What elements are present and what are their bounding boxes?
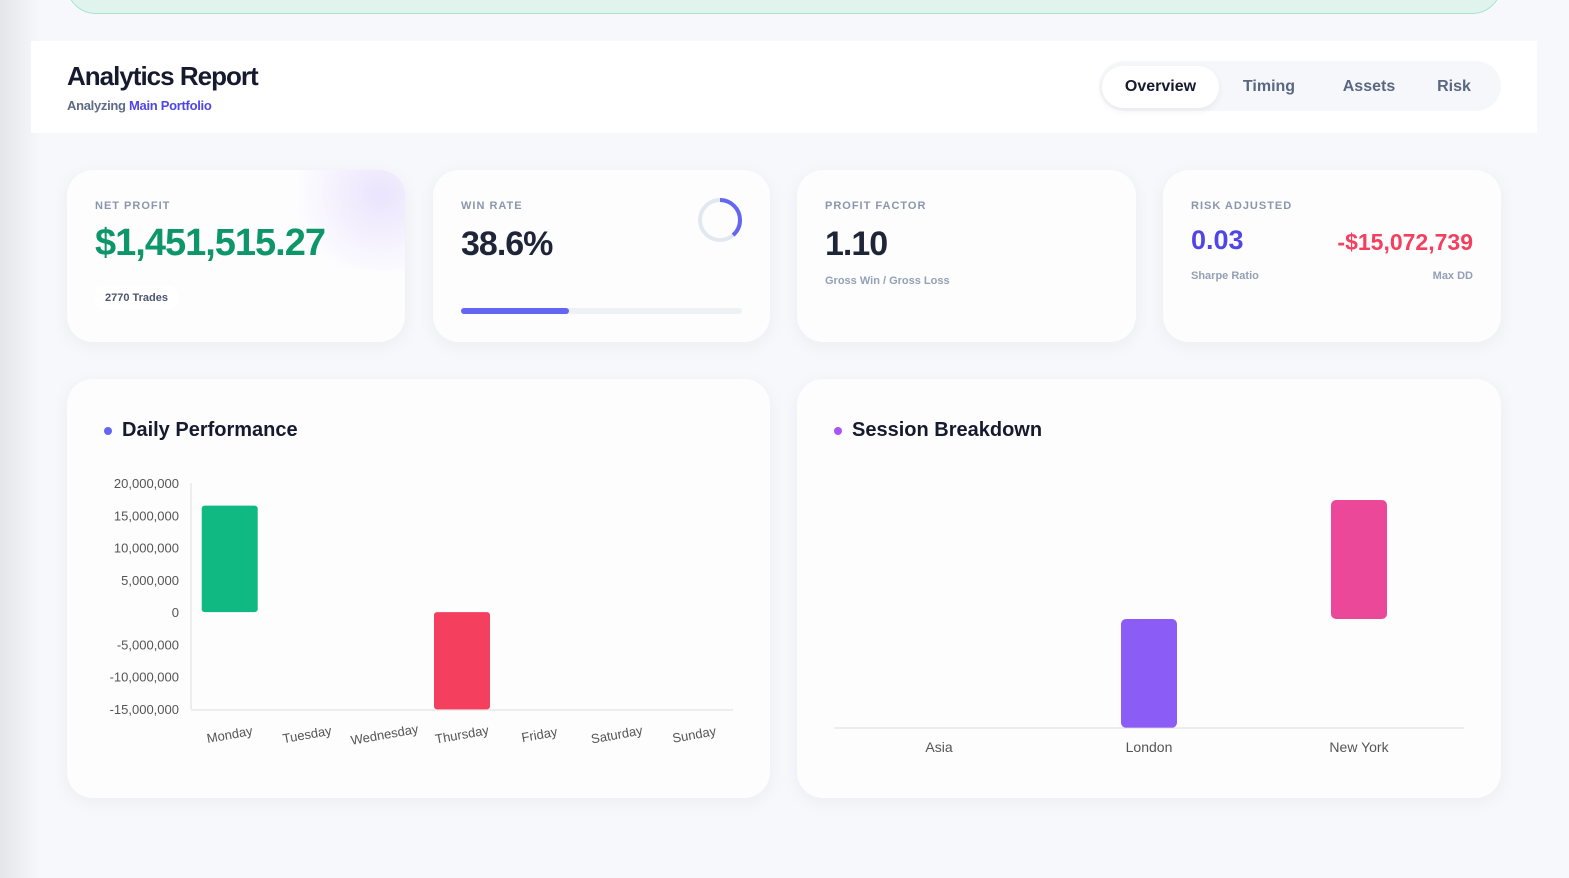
x-tick-label: Friday [520,724,559,745]
page-title: Analytics Report [67,61,259,91]
risk-label: RISK ADJUSTED [1191,200,1293,212]
y-tick-label: -15,000,000 [110,702,179,717]
tab-assets[interactable]: Assets [1342,78,1396,95]
daily-performance-chart: 20,000,000 15,000,000 10,000,000 5,000,000 0… [110,476,733,748]
win-rate-label: WIN RATE [461,200,523,212]
title-dot [834,427,842,435]
win-rate-value: 38.6% [461,225,553,263]
tab-bar: Overview Timing Assets Risk [1099,61,1501,111]
session-breakdown-card: Session Breakdown Asia London New York [797,379,1501,798]
win-rate-progress [461,308,742,314]
x-tick-label: Monday [206,723,255,746]
sharpe-value: 0.03 [1191,225,1244,255]
profit-factor-card: PROFIT FACTOR 1.10 Gross Win / Gross Los… [797,170,1136,342]
y-tick-label: -10,000,000 [110,670,179,685]
x-tick-label: London [1126,739,1173,755]
daily-performance-card: Daily Performance 20,000,000 15,000,000 10… [67,379,770,798]
profit-factor-value: 1.10 [825,225,888,263]
sharpe-label: Sharpe Ratio [1191,270,1259,282]
daily-performance-title: Daily Performance [122,419,298,441]
x-tick-label: Thursday [434,722,490,746]
net-profit-value: $1,451,515.27 [95,222,326,264]
x-tick-label: Sunday [671,723,718,746]
net-profit-card: NET PROFIT $1,451,515.27 2770 Trades [67,170,405,342]
session-breakdown-chart: Asia London New York [834,500,1464,755]
risk-card: RISK ADJUSTED 0.03 -$15,072,739 Sharpe R… [1163,170,1501,342]
profit-factor-label: PROFIT FACTOR [825,200,927,212]
bar-new-york [1331,500,1387,619]
tab-overview[interactable]: Overview [1102,66,1219,108]
max-dd-value: -$15,072,739 [1337,229,1473,255]
x-tick-label: Tuesday [281,723,333,746]
bar-monday [201,505,258,613]
tab-risk[interactable]: Risk [1437,78,1471,95]
left-shade [0,0,40,878]
top-banner [66,0,1502,14]
win-rate-card: WIN RATE 38.6% [433,170,770,342]
x-tick-label: Asia [925,739,952,755]
y-tick-label: 0 [172,605,179,620]
net-profit-label: NET PROFIT [95,200,171,212]
subtitle-prefix: Analyzing [67,98,126,113]
card-glow [285,170,405,270]
profit-factor-caption: Gross Win / Gross Loss [825,275,950,287]
y-tick-label: 10,000,000 [114,541,179,556]
session-breakdown-title: Session Breakdown [852,419,1043,441]
trades-badge: 2770 Trades [95,286,178,310]
page-header: Analytics Report Analyzing Main Portfoli… [31,41,1537,133]
x-tick-label: Wednesday [349,721,419,748]
x-tick-label: Saturday [590,723,644,747]
tab-timing[interactable]: Timing [1242,78,1296,95]
title-dot [104,427,112,435]
bar-thursday [434,612,490,710]
x-tick-label: New York [1329,739,1389,755]
max-dd-label: Max DD [1432,270,1473,282]
y-tick-label: 20,000,000 [114,476,179,491]
win-rate-ring [698,198,742,242]
y-tick-label: -5,000,000 [117,637,179,652]
bar-london [1121,619,1177,728]
y-tick-label: 15,000,000 [114,508,179,523]
portfolio-link[interactable]: Main Portfolio [129,98,212,113]
y-tick-label: 5,000,000 [121,573,179,588]
page-subtitle: Analyzing Main Portfolio [67,98,212,113]
win-rate-progress-fill [461,308,570,314]
